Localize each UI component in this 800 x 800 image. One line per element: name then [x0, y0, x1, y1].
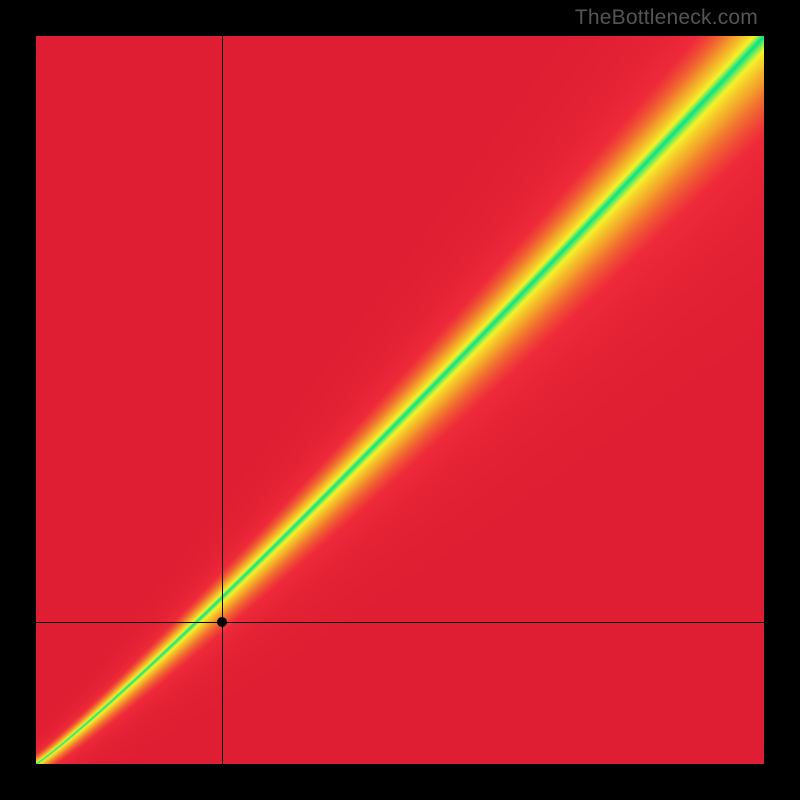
bottleneck-heatmap — [36, 36, 764, 764]
watermark: TheBottleneck.com — [575, 6, 758, 30]
crosshair-vertical — [222, 36, 223, 764]
data-point-marker — [217, 617, 227, 627]
heatmap-canvas — [36, 36, 764, 764]
crosshair-horizontal — [36, 622, 764, 623]
